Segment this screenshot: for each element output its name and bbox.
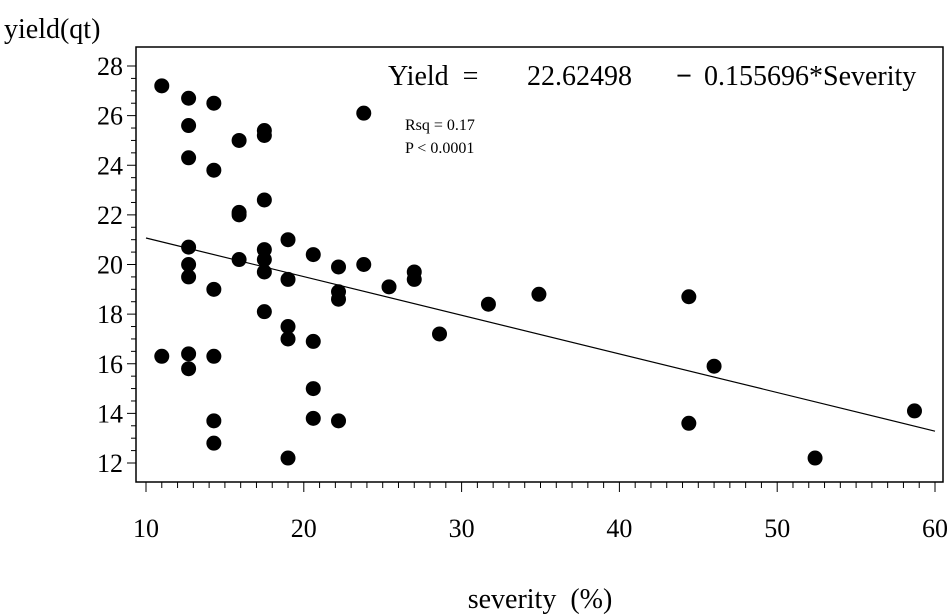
data-point [331,259,347,275]
x-tick-label: 60 [922,514,948,543]
data-point [181,257,197,272]
y-tick-label: 22 [97,201,123,230]
data-point [305,410,321,426]
y-axis: 12 14 16 18 20 22 24 26 28 [97,52,136,478]
y-tick-label: 26 [97,102,123,131]
data-point [231,132,247,148]
regression-line [145,237,936,432]
data-point [681,289,697,305]
p-value-annotation: P < 0.0001 [405,140,474,157]
data-point [432,326,448,342]
data-point [906,403,922,419]
y-tick-label: 16 [97,350,123,379]
data-point [181,118,197,134]
data-point [256,252,272,268]
x-tick-label: 10 [133,514,159,543]
x-tick-label: 30 [449,514,475,543]
data-points [154,78,922,466]
data-point [181,269,197,285]
data-point [256,304,272,320]
data-point [356,257,372,272]
equation-lhs: Yield = [388,61,478,92]
data-point [181,150,197,166]
x-tick-label: 50 [764,514,790,543]
data-point [181,239,197,255]
data-point [206,348,222,364]
data-point [280,450,296,466]
data-point [305,247,321,263]
data-point [331,413,347,429]
data-point [280,331,296,347]
y-tick-label: 24 [97,151,123,180]
data-point [181,90,197,106]
x-tick-label: 20 [291,514,317,543]
data-point [331,291,347,307]
data-point [480,296,496,312]
data-point [406,271,422,287]
data-point [356,105,372,121]
data-point [181,346,197,362]
data-point [206,435,222,451]
data-point [154,78,170,94]
data-point [256,192,272,208]
rsq-annotation: Rsq = 0.17 [405,117,475,134]
data-point [280,319,296,335]
y-tick-label: 28 [97,52,123,81]
data-point [231,207,247,223]
y-tick-label: 20 [97,251,123,280]
equation-intercept: 22.62498 [527,61,632,92]
data-point [206,413,222,429]
equation-operator: − [676,61,692,92]
data-point [231,252,247,268]
x-axis: 10 20 30 40 50 60 [133,482,948,543]
y-tick-label: 14 [97,399,123,428]
plot-frame [135,46,944,483]
data-point [305,333,321,349]
data-point [280,271,296,287]
x-tick-label: 40 [606,514,632,543]
data-point [681,415,697,431]
data-point [807,450,823,466]
data-point [381,279,397,295]
data-point [531,286,547,302]
data-point [256,127,272,143]
data-point [206,162,222,178]
data-point [305,381,321,397]
equation-slope-term: 0.155696*Severity [704,61,916,92]
data-point [206,95,222,111]
data-point [706,358,722,374]
x-axis-label: severity (%) [468,584,613,615]
data-point [256,264,272,280]
y-tick-label: 12 [97,449,123,478]
data-point [181,361,197,377]
regression-equation: Yield = 22.62498 − 0.155696*Severity [388,61,916,92]
data-point [154,348,170,364]
y-tick-label: 18 [97,300,123,329]
data-point [280,232,296,248]
y-axis-label: yield(qt) [4,14,100,45]
data-point [206,281,222,297]
